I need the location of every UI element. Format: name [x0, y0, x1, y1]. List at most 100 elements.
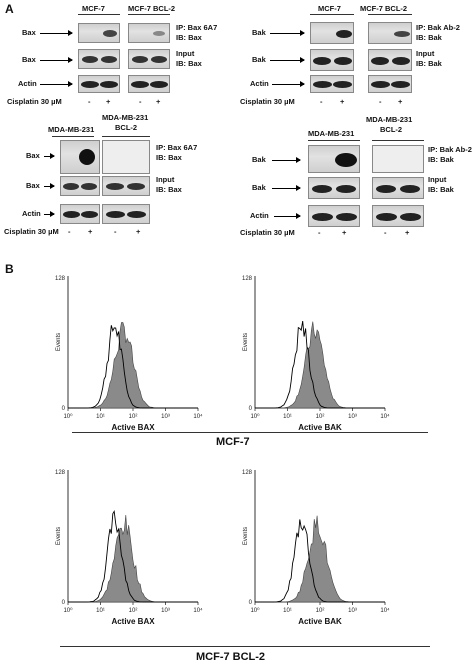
header-underline	[372, 140, 424, 141]
treatment-label: Cisplatin 30 µM	[240, 228, 295, 237]
header-mda-bcl2: MDA-MB-231	[366, 115, 413, 124]
band	[371, 57, 389, 65]
row-label-bax-ip: Bax	[26, 151, 40, 160]
band	[127, 211, 146, 218]
blot-actin-mcf7	[78, 75, 120, 93]
band	[82, 56, 98, 63]
header-mcf7-bcl2: MCF-7 BCL-2	[128, 4, 176, 13]
sign: +	[106, 97, 111, 106]
y-axis-label: Events	[243, 527, 249, 545]
x-tick-label: 10¹	[283, 608, 292, 614]
histogram-control	[255, 519, 385, 603]
x-tick-label: 10¹	[96, 414, 105, 420]
x-tick-label: 10⁰	[63, 413, 73, 420]
group-underline	[72, 432, 428, 433]
band	[371, 81, 390, 88]
row-label-actin: Actin	[250, 79, 269, 88]
blot-actin-mda	[308, 205, 360, 227]
ip-label: IP: Bax 6A7	[176, 23, 218, 32]
x-tick-label: 10⁰	[250, 607, 260, 614]
ib-label: IB: Bax	[156, 185, 182, 194]
row-label-actin: Actin	[250, 211, 269, 220]
band	[151, 56, 167, 63]
ip-label: IP: Bak Ab-2	[428, 145, 472, 154]
sign: +	[88, 227, 93, 236]
band	[103, 30, 117, 37]
band	[100, 81, 118, 88]
band	[79, 149, 95, 165]
band	[336, 30, 352, 38]
blot-actin-mcf7	[310, 75, 354, 93]
band	[63, 211, 80, 218]
ib-label: IB: Bak	[416, 33, 442, 42]
band	[336, 185, 356, 193]
blot-bax-input-bcl2	[128, 49, 170, 69]
header-underline	[52, 136, 94, 137]
row-label-bax-ip: Bax	[22, 28, 36, 37]
x-tick-label: 10²	[316, 608, 325, 614]
x-tick-label: 10¹	[96, 608, 105, 614]
band	[392, 57, 410, 65]
blot-bak-ip-mda	[308, 145, 360, 173]
x-axis-label: Active BAK	[298, 617, 342, 626]
header-mda-bcl2: BCL-2	[115, 123, 138, 132]
band	[312, 213, 333, 221]
sign: -	[384, 228, 387, 237]
y-tick-label: 128	[55, 470, 66, 476]
ib-label: IB: Bak	[428, 185, 454, 194]
row-label-bax-input: Bax	[22, 55, 36, 64]
band	[81, 183, 97, 190]
blot-actin-bcl2	[368, 75, 412, 93]
band	[81, 211, 98, 218]
header-underline	[308, 140, 360, 141]
row-arrow	[270, 57, 305, 63]
blot-bak-input-mda-bcl2	[372, 177, 424, 199]
blot-bak-input-bcl2	[368, 49, 412, 71]
y-tick-label: 128	[55, 276, 66, 282]
x-tick-label: 10⁴	[380, 607, 390, 614]
blot-bax-ip-mda-bcl2	[102, 140, 150, 174]
row-label-bak-input: Bak	[252, 55, 266, 64]
band	[400, 185, 420, 193]
row-arrow	[44, 211, 55, 217]
y-tick-label: 128	[242, 276, 253, 282]
band	[150, 81, 168, 88]
header-mcf7: MCF-7	[318, 4, 341, 13]
header-mda-bcl2: MDA-MB-231	[102, 113, 149, 122]
header-mda-bcl2: BCL-2	[380, 125, 403, 134]
band	[313, 81, 332, 88]
band	[63, 183, 79, 190]
treatment-label: Cisplatin 30 µM	[4, 227, 59, 236]
header-underline	[102, 136, 150, 137]
band	[391, 81, 410, 88]
x-axis-label: Active BAK	[298, 423, 342, 432]
x-tick-label: 10³	[348, 608, 357, 614]
header-underline	[310, 14, 354, 15]
blot-bak-input-mda	[308, 177, 360, 199]
row-arrow	[44, 183, 55, 189]
x-tick-label: 10⁴	[193, 607, 203, 614]
panel-b-letter: B	[5, 262, 14, 276]
group-label-mcf7-bcl2: MCF-7 BCL-2	[196, 651, 266, 663]
blot-bax-input-mcf7	[78, 49, 120, 69]
sign: +	[405, 228, 410, 237]
sign: +	[342, 228, 347, 237]
band	[81, 81, 99, 88]
band	[336, 213, 357, 221]
sign: +	[340, 97, 345, 106]
blot-bax-ip-mda	[60, 140, 100, 174]
row-label-bak-input: Bak	[252, 183, 266, 192]
sign: +	[156, 97, 161, 106]
sign: -	[320, 97, 323, 106]
y-axis-label: Events	[243, 333, 249, 351]
group-underline	[60, 646, 430, 647]
band	[313, 57, 331, 65]
treatment-label: Cisplatin 30 µM	[240, 97, 295, 106]
panel-a-letter: A	[5, 2, 14, 16]
row-arrow	[40, 30, 73, 36]
sign: -	[88, 97, 91, 106]
row-arrow	[274, 213, 301, 219]
histogram-treated	[68, 322, 198, 409]
x-tick-label: 10³	[161, 608, 170, 614]
row-arrow	[40, 57, 73, 63]
